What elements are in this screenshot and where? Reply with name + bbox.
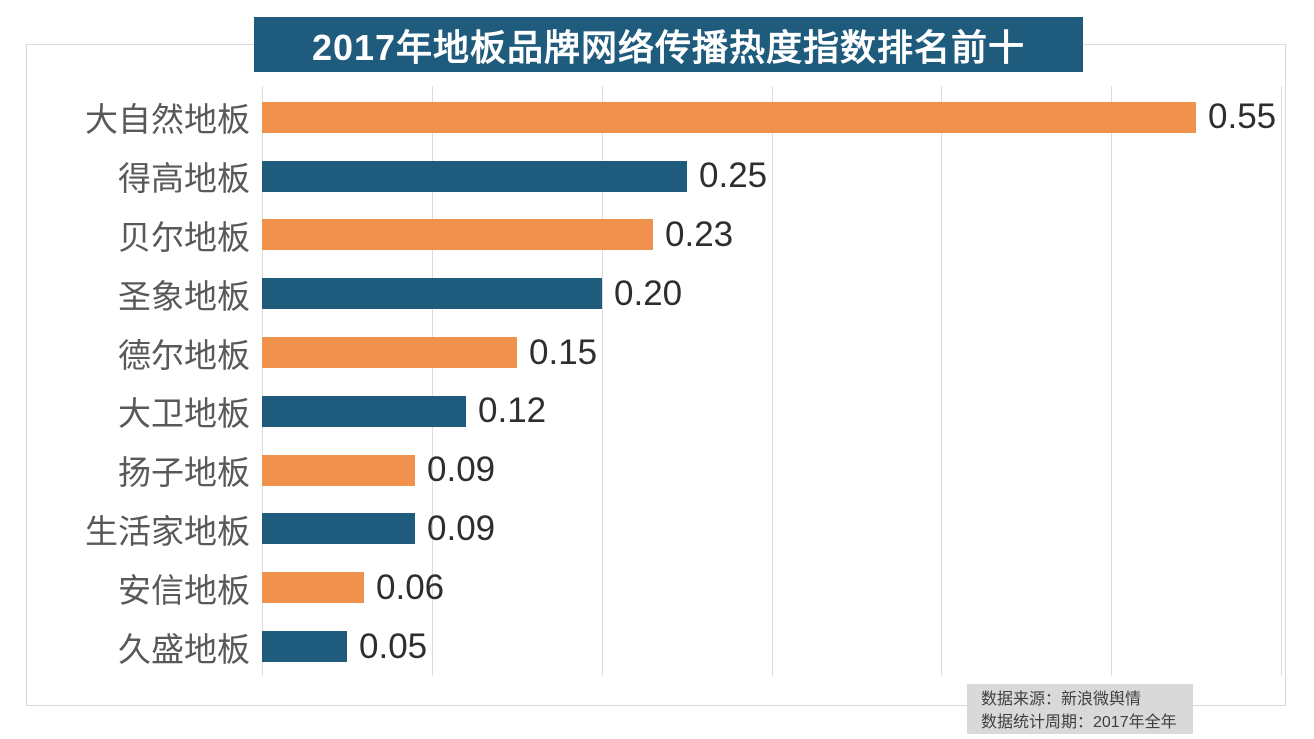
bar — [262, 513, 415, 545]
bar — [262, 454, 415, 486]
source-line: 数据来源：新浪微舆情 — [981, 691, 1142, 708]
category-label: 德尔地板 — [118, 336, 250, 374]
bar-rows: 大自然地板 0.55 得高地板 0.25 贝尔地板 0.23 圣象地板 0.20 德尔地板 0.1… — [0, 88, 1314, 676]
bar — [262, 160, 687, 192]
category-label: 大自然地板 — [85, 101, 250, 139]
bar — [262, 101, 1196, 133]
bar-row: 得高地板 0.25 — [0, 147, 1314, 206]
bar-row: 久盛地板 0.05 — [0, 617, 1314, 676]
bar-row: 扬子地板 0.09 — [0, 441, 1314, 500]
chart-title-text: 2017年地板品牌网络传播热度指数排名前十 — [311, 26, 1026, 68]
source-note: 数据来源：新浪微舆情 数据统计周期：2017年全年 — [967, 684, 1193, 734]
gridline — [941, 86, 942, 676]
category-label: 大卫地板 — [118, 395, 250, 433]
period-line: 数据统计周期：2017年全年 — [981, 714, 1177, 731]
bar — [262, 278, 602, 310]
value-label: 0.09 — [427, 508, 496, 548]
category-label: 扬子地板 — [118, 454, 250, 492]
bar-row: 贝尔地板 0.23 — [0, 206, 1314, 265]
gridline — [1281, 86, 1282, 676]
value-label: 0.09 — [427, 450, 496, 490]
bar-row: 圣象地板 0.20 — [0, 264, 1314, 323]
value-label: 0.05 — [359, 626, 428, 666]
value-label: 0.12 — [478, 391, 547, 431]
bar — [262, 219, 653, 251]
bar-row: 安信地板 0.06 — [0, 558, 1314, 617]
gridline — [1111, 86, 1112, 676]
category-label: 安信地板 — [118, 571, 250, 609]
bar — [262, 395, 466, 427]
gridline — [262, 86, 263, 676]
category-label: 贝尔地板 — [118, 218, 250, 256]
bar-row: 生活家地板 0.09 — [0, 500, 1314, 559]
value-label: 0.25 — [699, 156, 768, 196]
bar — [262, 337, 517, 369]
category-label: 生活家地板 — [85, 512, 250, 550]
value-label: 0.20 — [614, 273, 683, 313]
gridline — [432, 86, 433, 676]
value-label: 0.23 — [665, 214, 734, 254]
bar-row: 大卫地板 0.12 — [0, 382, 1314, 441]
category-label: 圣象地板 — [118, 277, 250, 315]
value-label: 0.55 — [1208, 97, 1277, 137]
category-label: 得高地板 — [118, 160, 250, 198]
bar — [262, 631, 347, 663]
bar-row: 德尔地板 0.15 — [0, 323, 1314, 382]
chart-title-banner: 2017年地板品牌网络传播热度指数排名前十 — [254, 17, 1083, 72]
gridline — [602, 86, 603, 676]
value-label: 0.06 — [376, 567, 445, 607]
bar-row: 大自然地板 0.55 — [0, 88, 1314, 147]
category-label: 久盛地板 — [118, 630, 250, 668]
gridline — [772, 86, 773, 676]
bar — [262, 572, 364, 604]
value-label: 0.15 — [529, 332, 598, 372]
